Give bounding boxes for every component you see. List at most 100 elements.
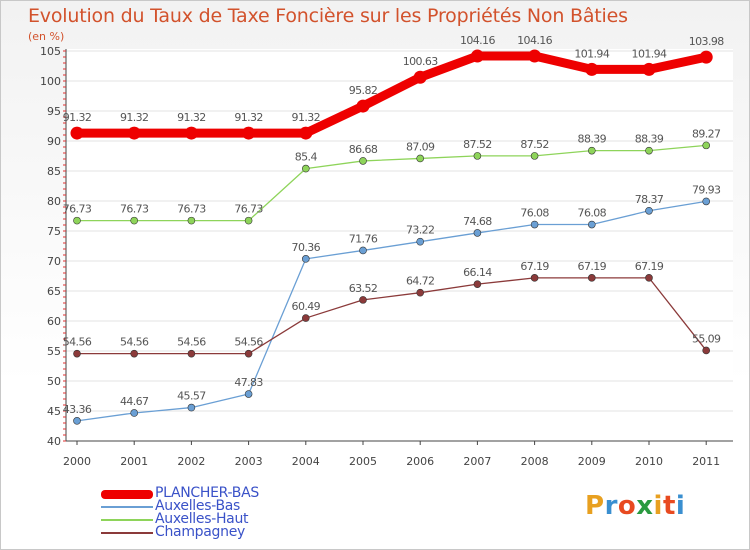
data-label-auxelles-haut: 76.73 xyxy=(120,203,149,216)
data-point-champagney xyxy=(416,288,425,297)
data-point-auxelles-bas xyxy=(530,220,539,229)
series-line-plancher-bas xyxy=(72,51,711,138)
x-tick-label: 2008 xyxy=(521,455,549,468)
data-point-plancher-bas xyxy=(356,99,370,113)
data-label-plancher-bas: 103.98 xyxy=(689,35,724,48)
series-line-champagney xyxy=(76,277,707,355)
data-label-plancher-bas: 91.32 xyxy=(234,111,263,124)
data-point-auxelles-bas xyxy=(702,197,711,206)
data-label-auxelles-bas: 74.68 xyxy=(463,215,492,228)
y-tick-label: 65 xyxy=(47,285,61,298)
y-tick-label: 100 xyxy=(40,75,61,88)
data-point-plancher-bas xyxy=(413,70,427,84)
data-point-champagney xyxy=(645,274,653,282)
data-label-auxelles-haut: 89.27 xyxy=(692,127,721,140)
legend-label: PLANCHER-BAS xyxy=(155,485,259,501)
data-point-plancher-bas xyxy=(642,62,656,76)
proxiti-logo: Proxiti xyxy=(585,491,685,521)
data-label-champagney: 67.19 xyxy=(635,260,664,273)
data-point-plancher-bas xyxy=(699,50,713,64)
data-label-champagney: 63.52 xyxy=(349,282,378,295)
data-point-auxelles-haut xyxy=(702,141,711,150)
y-tick-label: 105 xyxy=(40,45,61,58)
data-label-champagney: 67.19 xyxy=(578,260,607,273)
data-point-auxelles-haut xyxy=(73,216,81,225)
y-tick-label: 80 xyxy=(47,195,61,208)
x-tick-label: 2009 xyxy=(578,455,606,468)
data-point-champagney xyxy=(187,349,196,358)
logo-letter: i xyxy=(675,491,686,521)
series-line-auxelles-bas xyxy=(76,200,707,422)
data-point-auxelles-bas xyxy=(301,255,310,263)
data-label-auxelles-haut: 86.68 xyxy=(349,143,378,156)
legend-label: Auxelles-Haut xyxy=(155,511,249,527)
data-label-plancher-bas: 91.32 xyxy=(120,111,149,124)
data-point-auxelles-haut xyxy=(645,146,653,155)
data-label-auxelles-bas: 43.36 xyxy=(63,403,92,416)
data-point-plancher-bas xyxy=(242,126,256,140)
data-point-auxelles-bas xyxy=(73,417,81,425)
data-label-plancher-bas: 91.32 xyxy=(177,111,206,124)
legend-swatch xyxy=(101,532,153,534)
data-point-plancher-bas xyxy=(70,126,84,140)
data-point-auxelles-haut xyxy=(473,152,482,160)
data-label-plancher-bas: 91.32 xyxy=(63,111,92,124)
data-point-champagney xyxy=(530,274,539,282)
data-point-champagney xyxy=(587,274,596,282)
data-label-champagney: 64.72 xyxy=(406,275,435,288)
y-tick-label: 55 xyxy=(47,345,61,358)
logo-letter: o xyxy=(617,491,637,521)
data-label-auxelles-haut: 76.73 xyxy=(177,203,206,216)
data-point-plancher-bas xyxy=(528,49,542,63)
data-label-auxelles-bas: 44.67 xyxy=(120,395,149,408)
data-point-plancher-bas xyxy=(585,62,599,76)
chart-title: Evolution du Taux de Taxe Foncière sur l… xyxy=(28,5,628,27)
legend-swatch xyxy=(101,519,153,521)
logo-letter: P xyxy=(585,491,605,521)
x-tick-label: 2000 xyxy=(63,455,91,468)
data-point-plancher-bas xyxy=(299,126,313,140)
data-point-champagney xyxy=(244,349,253,358)
data-label-auxelles-bas: 78.37 xyxy=(635,193,664,206)
data-label-auxelles-haut: 87.52 xyxy=(463,138,492,151)
data-label-champagney: 54.56 xyxy=(177,336,206,349)
data-label-plancher-bas: 104.16 xyxy=(517,34,552,47)
data-point-champagney xyxy=(301,314,310,322)
logo-letter: i xyxy=(653,491,663,521)
x-tick-label: 2011 xyxy=(692,455,720,468)
data-point-auxelles-haut xyxy=(244,216,253,225)
legend-swatch xyxy=(101,489,153,499)
legend-label: Champagney xyxy=(155,524,245,540)
data-point-auxelles-haut xyxy=(301,164,310,173)
data-point-auxelles-bas xyxy=(587,220,596,229)
data-label-auxelles-haut: 76.73 xyxy=(234,203,263,216)
data-label-plancher-bas: 101.94 xyxy=(632,47,667,60)
data-label-champagney: 67.19 xyxy=(520,260,549,273)
data-label-champagney: 54.56 xyxy=(234,336,263,349)
x-tick-label: 2010 xyxy=(635,455,663,468)
data-label-plancher-bas: 91.32 xyxy=(292,111,321,124)
x-tick-label: 2007 xyxy=(463,455,491,468)
data-label-auxelles-bas: 76.08 xyxy=(578,207,607,220)
y-tick-label: 85 xyxy=(47,165,61,178)
data-point-auxelles-haut xyxy=(187,216,196,225)
data-label-plancher-bas: 101.94 xyxy=(574,47,609,60)
x-tick-label: 2002 xyxy=(177,455,205,468)
data-label-auxelles-haut: 85.4 xyxy=(295,151,318,164)
data-point-champagney xyxy=(73,349,81,358)
data-label-auxelles-bas: 73.22 xyxy=(406,224,435,237)
data-point-auxelles-bas xyxy=(645,206,653,215)
series-line-auxelles-haut xyxy=(76,144,707,222)
data-label-auxelles-haut: 88.39 xyxy=(635,133,664,146)
data-point-auxelles-bas xyxy=(244,390,253,398)
legend-label: Auxelles-Bas xyxy=(155,498,241,514)
data-point-auxelles-bas xyxy=(416,237,425,246)
data-point-auxelles-haut xyxy=(530,152,539,160)
data-label-plancher-bas: 100.63 xyxy=(403,55,438,68)
data-point-plancher-bas xyxy=(470,49,484,63)
y-tick-label: 90 xyxy=(47,135,61,148)
data-point-auxelles-haut xyxy=(416,154,425,163)
y-tick-label: 40 xyxy=(47,435,61,448)
y-tick-label: 75 xyxy=(47,225,61,238)
